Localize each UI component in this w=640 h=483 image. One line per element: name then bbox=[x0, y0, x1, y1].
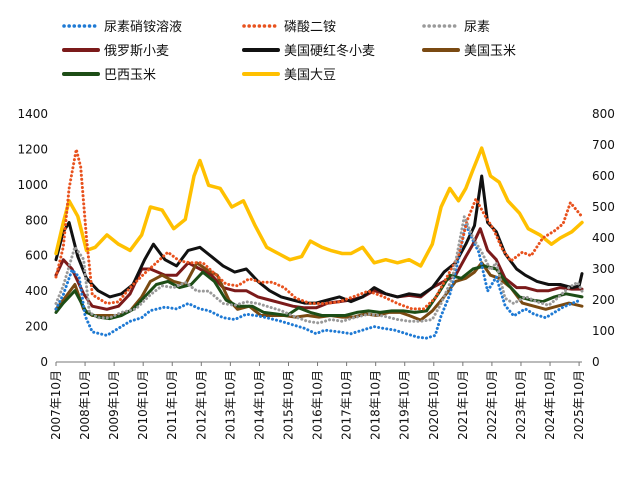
x-tick-label: 2009年10月 bbox=[107, 370, 121, 440]
left-y-tick-label: 200 bbox=[25, 320, 48, 334]
left-y-tick-label: 0 bbox=[40, 355, 48, 369]
legend-label-7: 美国大豆 bbox=[284, 68, 336, 83]
right-y-tick-label: 100 bbox=[592, 324, 615, 338]
x-tick-label: 2019年10月 bbox=[398, 370, 412, 440]
x-tick-label: 2018年10月 bbox=[369, 370, 383, 440]
legend-label-4: 美国硬红冬小麦 bbox=[284, 43, 375, 59]
left-y-axis: 0 200 400 600 800 1000 1200 1400 bbox=[17, 107, 48, 369]
x-tick-label: 2012年10月 bbox=[194, 370, 208, 440]
x-tick-label: 2011年10月 bbox=[165, 370, 179, 440]
series-line-1 bbox=[54, 147, 584, 311]
series-layer bbox=[54, 146, 584, 340]
x-tick-label: 2010年10月 bbox=[136, 370, 150, 440]
x-axis: 2007年10月 2008年10月 2009年10月 2010年10月 2011年10月… bbox=[49, 362, 586, 440]
legend-label-2: 尿素 bbox=[464, 20, 490, 35]
left-y-tick-label: 1400 bbox=[17, 107, 48, 121]
right-y-tick-label: 300 bbox=[592, 262, 615, 276]
x-tick-label: 2017年10月 bbox=[340, 370, 354, 440]
x-tick-label: 2007年10月 bbox=[49, 370, 63, 440]
legend-label-3: 俄罗斯小麦 bbox=[104, 44, 169, 59]
series-line-2 bbox=[54, 215, 584, 325]
series-line-5 bbox=[54, 261, 584, 322]
right-y-tick-label: 500 bbox=[592, 200, 615, 214]
series-line-0 bbox=[54, 222, 582, 340]
x-tick-label: 2014年10月 bbox=[252, 370, 266, 440]
x-tick-label: 2021年10月 bbox=[456, 370, 470, 440]
right-y-tick-label: 200 bbox=[592, 293, 615, 307]
right-y-tick-label: 700 bbox=[592, 138, 615, 152]
x-tick-label: 2022年10月 bbox=[485, 370, 499, 440]
legend-label-5: 美国玉米 bbox=[464, 44, 516, 59]
legend-label-6: 巴西玉米 bbox=[104, 68, 156, 83]
legend-label-0: 尿素硝铵溶液 bbox=[104, 20, 182, 35]
x-tick-label: 2020年10月 bbox=[427, 370, 441, 440]
series-line-7 bbox=[54, 146, 584, 268]
right-y-axis: 0 100 200 300 400 500 600 700 800 bbox=[592, 107, 615, 369]
x-tick-label: 2024年10月 bbox=[543, 370, 557, 440]
x-tick-label: 2025年10月 bbox=[572, 370, 586, 440]
right-y-tick-label: 400 bbox=[592, 231, 615, 245]
x-tick-label: 2008年10月 bbox=[78, 370, 92, 440]
x-tick-label: 2013年10月 bbox=[223, 370, 237, 440]
right-y-tick-label: 800 bbox=[592, 107, 615, 121]
x-tick-label: 2023年10月 bbox=[514, 370, 528, 440]
x-tick-label: 2016年10月 bbox=[311, 370, 325, 440]
left-y-tick-label: 1200 bbox=[17, 142, 48, 156]
legend-label-1: 磷酸二铵 bbox=[284, 20, 336, 35]
right-y-tick-label: 0 bbox=[592, 355, 600, 369]
left-y-tick-label: 800 bbox=[25, 213, 48, 227]
x-tick-label: 2015年10月 bbox=[281, 370, 295, 440]
left-y-tick-label: 600 bbox=[25, 249, 48, 263]
left-y-tick-label: 1000 bbox=[17, 178, 48, 192]
series-line-4 bbox=[54, 174, 584, 305]
right-y-tick-label: 600 bbox=[592, 169, 615, 183]
left-y-tick-label: 400 bbox=[25, 284, 48, 298]
